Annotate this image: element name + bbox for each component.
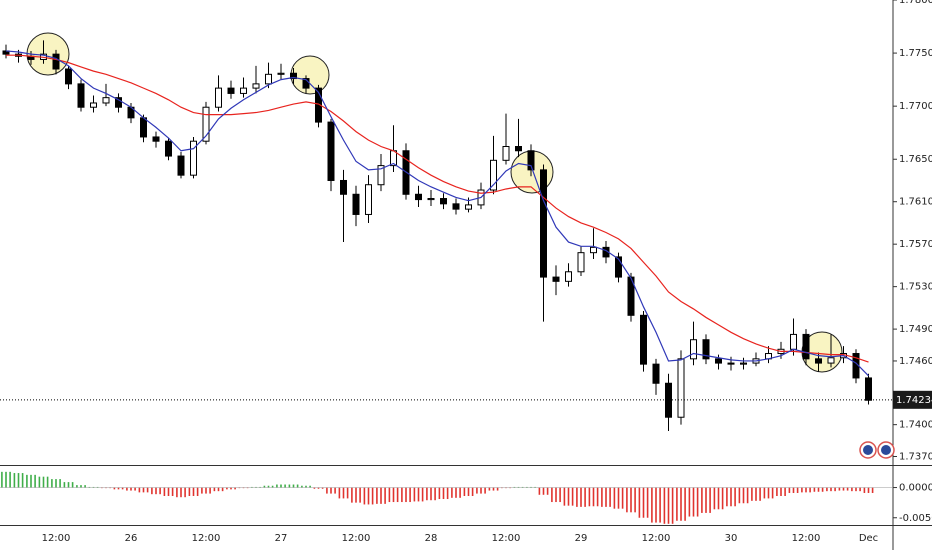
candle-body [665, 382, 672, 418]
y-tick-label: 1.77500 [899, 48, 932, 59]
candle-body [502, 146, 510, 161]
candle-body [540, 169, 547, 278]
y-tick-label: 1.76100 [899, 197, 932, 208]
candle-body [802, 333, 810, 360]
y-tick-label: 1.75700 [899, 239, 932, 250]
candle-body [252, 83, 260, 89]
last-price-label: 1.74234 [896, 395, 932, 406]
moving-average [6, 54, 869, 363]
candle-body [377, 165, 385, 186]
candle-body [52, 53, 60, 70]
candle-body [827, 357, 835, 364]
candle-body [427, 198, 435, 201]
candle-body [740, 362, 747, 365]
y-tick-label: 1.78000 [899, 0, 932, 6]
x-tick-label: 29 [575, 533, 588, 544]
candle-body [365, 184, 372, 215]
x-tick-label: 12:00 [642, 533, 671, 544]
candle-body [352, 193, 360, 215]
candle-body [327, 121, 335, 181]
y-tick-label: -0.0050 [899, 513, 932, 524]
candle-body [440, 198, 447, 205]
candle-body [177, 155, 185, 176]
candle-body [77, 83, 85, 108]
y-tick-label: 1.73700 [899, 452, 932, 463]
candle-body [577, 252, 585, 273]
candle-body [465, 204, 472, 210]
candle-body [652, 363, 660, 384]
y-tick-label: 1.77000 [899, 101, 932, 112]
candle-body [265, 73, 272, 85]
candle-body [340, 179, 347, 195]
candle-body [227, 87, 235, 94]
x-tick-label: Dec [859, 533, 878, 544]
candle-body [315, 87, 322, 123]
candle-body [190, 140, 197, 176]
x-tick-label: 12:00 [492, 533, 521, 544]
x-tick-label: 27 [275, 533, 288, 544]
x-tick-label: 12:00 [192, 533, 221, 544]
x-tick-label: 12:00 [342, 533, 371, 544]
flag-icon-inner [863, 445, 873, 455]
candle-body [240, 87, 247, 94]
candle-body [90, 102, 97, 108]
candle-body [790, 333, 797, 350]
candle-body [640, 314, 647, 365]
candles [2, 40, 872, 432]
candle-body [865, 377, 872, 401]
candle-body [152, 136, 160, 142]
x-tick-label: 30 [725, 533, 738, 544]
candle-body [552, 276, 560, 282]
flag-icons [859, 441, 895, 459]
candle-body [215, 87, 222, 108]
candle-body [140, 117, 147, 138]
candle-body [590, 246, 597, 254]
candle-body [527, 150, 535, 171]
candle-body [290, 72, 297, 80]
candle-body [815, 358, 822, 364]
candle-body [415, 193, 422, 201]
y-tick-label: 0.0000 [899, 483, 932, 494]
candle-body [202, 106, 210, 142]
candle-body [65, 68, 72, 85]
candle-body [452, 203, 460, 210]
y-tick-label: 1.74000 [899, 420, 932, 431]
candle-body [277, 72, 285, 75]
x-tick-label: 28 [425, 533, 438, 544]
x-tick-label: 26 [125, 533, 138, 544]
x-tick-label: 12:00 [42, 533, 71, 544]
moving-average [5, 50, 869, 377]
y-tick-label: 1.75300 [899, 282, 932, 293]
candle-body [615, 256, 622, 278]
candle-body [102, 97, 110, 104]
y-tick-label: 1.76500 [899, 154, 932, 165]
x-tick-label: 12:00 [792, 533, 821, 544]
candle-body [165, 140, 172, 157]
candle-body [715, 358, 722, 364]
candle-body [490, 159, 497, 191]
last-price-box [893, 390, 932, 409]
candle-body [565, 271, 572, 282]
candle-body [690, 339, 697, 360]
candle-body [515, 146, 522, 152]
y-tick-label: 1.74600 [899, 356, 932, 367]
candle-body [727, 362, 735, 365]
candle-body [677, 358, 685, 418]
candle-body [115, 97, 122, 108]
highlight-circles [26, 32, 843, 373]
candle-body [702, 339, 710, 360]
y-tick-label: 1.74900 [899, 324, 932, 335]
flag-icon-inner [881, 445, 891, 455]
